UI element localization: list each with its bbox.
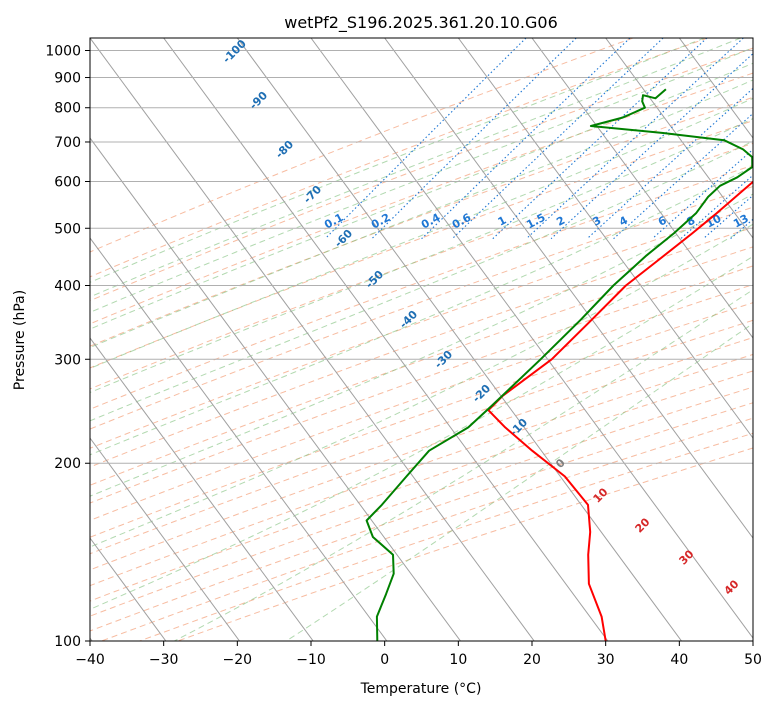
plot-frame — [89, 37, 754, 642]
isotherm-label: -40 — [397, 308, 420, 331]
mixing-ratio-line — [371, 38, 577, 240]
background-labels: 0.10.20.40.611.52346810131620253036-100-… — [220, 37, 773, 598]
y-axis: 100 200 300 400 500 600 700 800 900 1000 — [45, 44, 90, 650]
y-tick-label: 500 — [54, 221, 81, 237]
x-axis-label: Temperature (°C) — [360, 681, 482, 697]
isotherm — [605, 38, 753, 239]
dry-adiabat — [90, 402, 753, 632]
moist-adiabat — [90, 255, 753, 610]
x-tick-label: 20 — [523, 652, 541, 668]
x-tick-label: 10 — [449, 652, 467, 668]
isotherm-label: -60 — [332, 227, 355, 250]
mixing-ratio-label: 4 — [617, 213, 630, 228]
x-axis: −40 −30 −20 −10 0 10 20 30 40 50 — [75, 641, 762, 668]
isotherm-label: -90 — [247, 89, 270, 112]
moist-adiabat — [286, 322, 753, 641]
dry-adiabat — [90, 38, 708, 278]
dry-adiabat — [90, 246, 753, 486]
isotherm-label: -80 — [273, 138, 296, 161]
y-tick-label: 400 — [54, 278, 81, 294]
x-tick-label: −40 — [75, 652, 105, 668]
isotherm-label: 10 — [591, 485, 611, 505]
mixing-ratio-line — [586, 87, 753, 240]
isotherm — [531, 38, 753, 339]
isotherm-label: 20 — [633, 515, 653, 535]
mixing-ratio-line — [526, 38, 744, 240]
x-tick-label: −10 — [296, 652, 326, 668]
mixing-ratio-line — [451, 38, 664, 240]
x-tick-label: 0 — [380, 652, 389, 668]
mixing-ratio-label: 13 — [731, 212, 751, 231]
isotherm — [384, 38, 753, 539]
dry-adiabat — [90, 186, 753, 430]
dry-adiabat — [90, 206, 753, 449]
isotherm-label: -50 — [363, 268, 386, 291]
mixing-ratio-line — [421, 38, 631, 240]
y-axis-label: Pressure (hPa) — [12, 290, 28, 390]
mixing-ratio-label: 10 — [704, 212, 724, 231]
y-tick-label: 1000 — [45, 44, 81, 60]
dewpoint-line — [365, 88, 753, 641]
isotherm — [90, 437, 240, 641]
mixing-ratio-label: 3 — [590, 214, 603, 229]
dry-adiabat — [90, 302, 753, 538]
isotherm — [90, 38, 535, 641]
moist-adiabat — [90, 47, 753, 313]
y-tick-label: 600 — [54, 175, 81, 191]
mixing-ratio-line — [613, 112, 753, 240]
moist-adiabat — [90, 62, 753, 330]
x-tick-label: 40 — [670, 652, 688, 668]
isotherm — [90, 537, 167, 641]
x-tick-label: −20 — [223, 652, 253, 668]
chart-title: wetPf2_S196.2025.361.20.10.G06 — [284, 13, 558, 33]
isotherm — [310, 38, 753, 639]
y-tick-label: 100 — [54, 634, 81, 650]
x-tick-label: −30 — [149, 652, 179, 668]
dry-adiabat — [90, 120, 753, 369]
isotherm-label: -30 — [432, 348, 455, 371]
isotherm — [457, 38, 753, 439]
temperature-line — [487, 180, 753, 641]
moist-adiabat — [90, 97, 753, 369]
y-tick-label: 200 — [54, 456, 81, 472]
y-tick-label: 700 — [54, 135, 81, 151]
moist-adiabat — [174, 289, 753, 641]
moist-adiabat — [90, 79, 753, 349]
isotherm — [90, 237, 388, 641]
y-tick-label: 800 — [54, 101, 81, 117]
moist-adiabat — [90, 140, 753, 422]
y-tick-label: 900 — [54, 71, 81, 87]
isotherm — [163, 38, 609, 641]
moist-adiabat — [90, 193, 753, 497]
isotherm-label: 40 — [722, 577, 742, 597]
mixing-ratio-line — [550, 52, 753, 240]
isotherm — [90, 137, 461, 641]
isotherm — [236, 38, 682, 641]
isotherm-label: 30 — [677, 547, 697, 567]
mixing-ratio-line — [324, 38, 527, 240]
y-tick-label: 300 — [54, 352, 81, 368]
isotherm — [752, 38, 753, 39]
dry-adiabat — [101, 417, 753, 641]
isotherm — [90, 337, 314, 641]
x-tick-label: 30 — [597, 652, 615, 668]
dry-adiabat — [90, 72, 753, 325]
mixing-ratio-line — [752, 237, 753, 240]
mixing-ratio-label: 1 — [496, 214, 509, 229]
dry-adiabat — [90, 353, 753, 587]
moist-adiabat — [90, 38, 705, 283]
dry-adiabat — [139, 432, 753, 641]
isotherm-label: -100 — [220, 37, 249, 66]
dry-adiabat — [90, 386, 753, 617]
dry-adiabat — [90, 96, 753, 347]
profile-lines — [365, 88, 753, 641]
dry-adiabat — [90, 265, 753, 504]
dry-adiabat — [90, 47, 753, 302]
dry-adiabat — [90, 38, 634, 253]
isotherm-label: -20 — [470, 382, 493, 405]
x-tick-label: 50 — [744, 652, 762, 668]
mixing-ratio-label: 2 — [554, 214, 567, 229]
mixing-ratio-label: 16 — [753, 212, 773, 231]
